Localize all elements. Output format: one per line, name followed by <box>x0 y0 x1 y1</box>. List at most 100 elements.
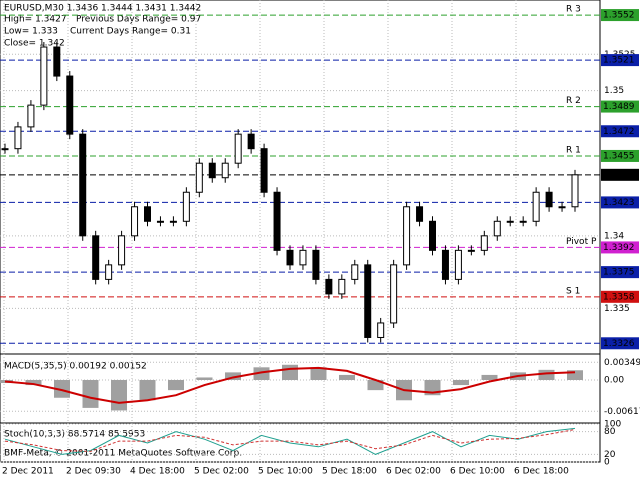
stoch-line <box>4 427 576 455</box>
candle <box>558 206 566 209</box>
macd-bar <box>339 374 355 380</box>
candle <box>480 235 488 251</box>
candle <box>156 220 164 223</box>
info: High= 1.3427 <box>4 15 67 25</box>
level-tag <box>601 125 639 138</box>
pivot-label: R 3 <box>566 5 581 15</box>
macd-bar <box>196 377 213 380</box>
info: Previous Days Range= 0.97 <box>76 15 201 25</box>
macd-bar <box>82 379 99 408</box>
macd-bar <box>54 379 70 398</box>
pivot-label: S 1 <box>566 286 580 296</box>
candle <box>338 278 346 295</box>
candle <box>454 249 462 280</box>
candle <box>221 162 229 179</box>
level-tag-label: 1.3552 <box>603 11 635 21</box>
candle <box>234 133 242 164</box>
level-tag-label: 1.3442 <box>603 170 635 180</box>
y-tick-label: 80 <box>604 427 616 437</box>
candle <box>105 264 113 280</box>
panel-title: Stoch(10,3,3) 88.5714 85.5953 <box>4 430 145 440</box>
candle <box>532 191 540 222</box>
info: Low= 1.333 <box>4 27 58 37</box>
candle <box>53 46 61 77</box>
candle <box>195 162 203 193</box>
level-tag <box>601 100 639 113</box>
candle <box>260 148 268 193</box>
y-tick-label: 100 <box>604 420 621 430</box>
level-tag-label: 1.3472 <box>603 127 635 137</box>
y-tick-label: -0.00617 <box>604 407 640 417</box>
y-tick-label: 0.00 <box>604 375 624 385</box>
macd-bar <box>282 364 298 380</box>
level-tag <box>601 196 639 209</box>
x-tick-label: 2 Dec 2011 <box>2 467 54 477</box>
info: Current Days Range= 0.31 <box>70 27 191 37</box>
macd-bar <box>310 367 327 380</box>
candle <box>571 174 579 208</box>
macd-bar <box>567 370 583 380</box>
x-tick-label: 6 Dec 02:00 <box>386 467 441 477</box>
y-tick-label: 1.35 <box>604 86 624 96</box>
level-tag-label: 1.3455 <box>603 151 635 161</box>
macd-bar <box>25 379 42 386</box>
chart-title: EURUSD,M30 1.3436 1.3444 1.3431 1.3442 <box>4 4 201 14</box>
level-tag-label: 1.3521 <box>603 56 635 66</box>
candle <box>27 104 35 128</box>
x-tick-label: 5 Dec 18:00 <box>322 467 377 477</box>
macd-bar <box>225 372 241 380</box>
level-tag <box>601 9 639 22</box>
candle <box>441 249 449 280</box>
level-tag-label: 1.3326 <box>603 339 635 349</box>
candle <box>247 133 255 150</box>
candle <box>92 235 100 280</box>
candle <box>118 235 126 266</box>
signal-line <box>4 366 576 404</box>
pivot-label: Pivot P <box>566 237 597 247</box>
candle <box>273 191 281 251</box>
candle <box>429 220 436 251</box>
y-tick-label: 20 <box>604 450 616 460</box>
candle <box>545 191 553 208</box>
level-tag <box>601 290 639 303</box>
candle <box>351 264 359 280</box>
candle <box>506 220 514 223</box>
level-tag <box>601 149 639 162</box>
candle <box>467 249 475 252</box>
x-tick-label: 6 Dec 10:00 <box>450 467 505 477</box>
y-tick-label: 0 <box>604 458 610 468</box>
pivot-label: R 2 <box>566 96 581 106</box>
candle <box>403 206 411 266</box>
candle <box>364 264 372 338</box>
candle <box>169 220 177 223</box>
macd-bar <box>168 379 184 391</box>
macd-bar <box>139 379 156 401</box>
candle <box>1 148 9 151</box>
candle <box>390 264 398 324</box>
level-tag <box>601 54 639 67</box>
x-tick-label: 4 Dec 18:00 <box>130 467 185 477</box>
x-tick-label: 5 Dec 10:00 <box>258 467 313 477</box>
candle <box>312 249 320 280</box>
candle <box>14 126 22 150</box>
level-tag <box>601 241 639 254</box>
level-tag-label: 1.3489 <box>603 102 635 112</box>
x-tick-label: 6 Dec 18:00 <box>514 467 569 477</box>
candle <box>493 220 501 237</box>
candle <box>416 206 424 222</box>
copyright: BMF-Meta, © 2001-2011 MetaQuotes Softwar… <box>4 449 242 459</box>
level-tag-label: 1.3423 <box>603 198 635 208</box>
macd-bar <box>111 379 127 411</box>
candle <box>325 278 333 295</box>
macd-bar <box>253 367 270 380</box>
candle <box>286 249 294 266</box>
level-tag-label: 1.3375 <box>603 268 635 278</box>
macd-bar <box>367 379 384 391</box>
level-tag <box>601 337 639 350</box>
level-tag <box>601 168 639 181</box>
stoch-line <box>4 428 576 452</box>
candle <box>377 322 385 338</box>
level-tag-label: 1.3358 <box>603 292 635 302</box>
info: Close= 1.342 <box>4 39 65 49</box>
